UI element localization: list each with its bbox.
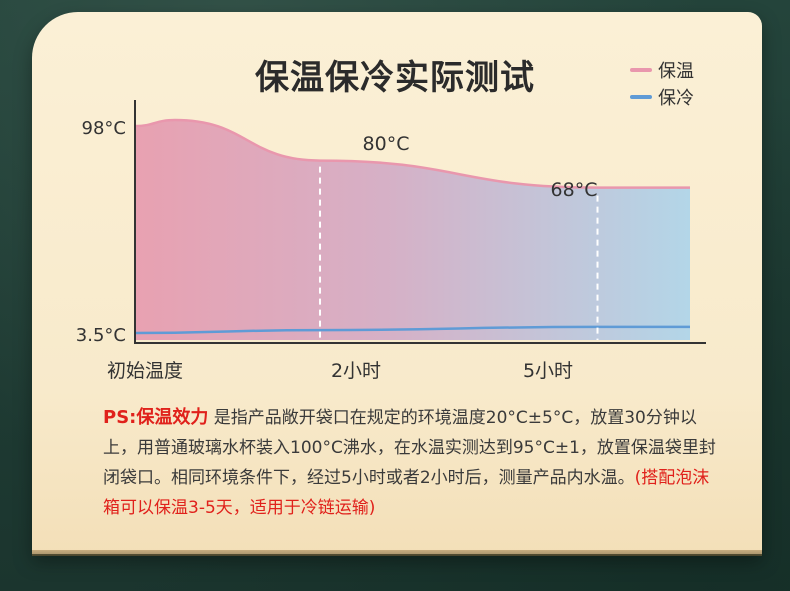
- y-tick-label-98: 98°C: [82, 118, 126, 139]
- annotation-80: 80°C: [363, 133, 410, 155]
- ps-label: PS:保温效力: [103, 407, 209, 428]
- annotation-68: 68°C: [551, 179, 598, 201]
- card-shadow-edge: [32, 550, 762, 556]
- x-tick-label-initial: 初始温度: [107, 360, 183, 382]
- chart-legend: 保温 保冷: [630, 56, 694, 110]
- y-tick-label-3-5: 3.5°C: [76, 325, 126, 346]
- page-title: 保温保冷实际测试: [255, 58, 535, 98]
- cold-series-line: [134, 325, 690, 335]
- warm-series-line: [134, 118, 690, 189]
- legend-item-warm: 保温: [630, 56, 694, 83]
- x-tick-label-5h: 5小时: [523, 360, 573, 382]
- warm-series-area: [135, 120, 690, 340]
- legend-label-cold: 保冷: [658, 87, 694, 109]
- legend-label-warm: 保温: [658, 60, 694, 82]
- x-tick-label-2h: 2小时: [331, 360, 381, 382]
- legend-item-cold: 保冷: [630, 83, 694, 110]
- description-note: (搭配泡沫箱可以保温3-5天，适用于冷链运输): [103, 468, 710, 518]
- description: PS:保温效力 是指产品敞开袋口在规定的环境温度20°C±5°C，放置30分钟以…: [103, 403, 723, 523]
- legend-swatch-warm: [630, 67, 652, 72]
- legend-swatch-cold: [630, 94, 652, 99]
- description-body: 是指产品敞开袋口在规定的环境温度20°C±5°C，放置30分钟以上，用普通玻璃水…: [103, 408, 716, 488]
